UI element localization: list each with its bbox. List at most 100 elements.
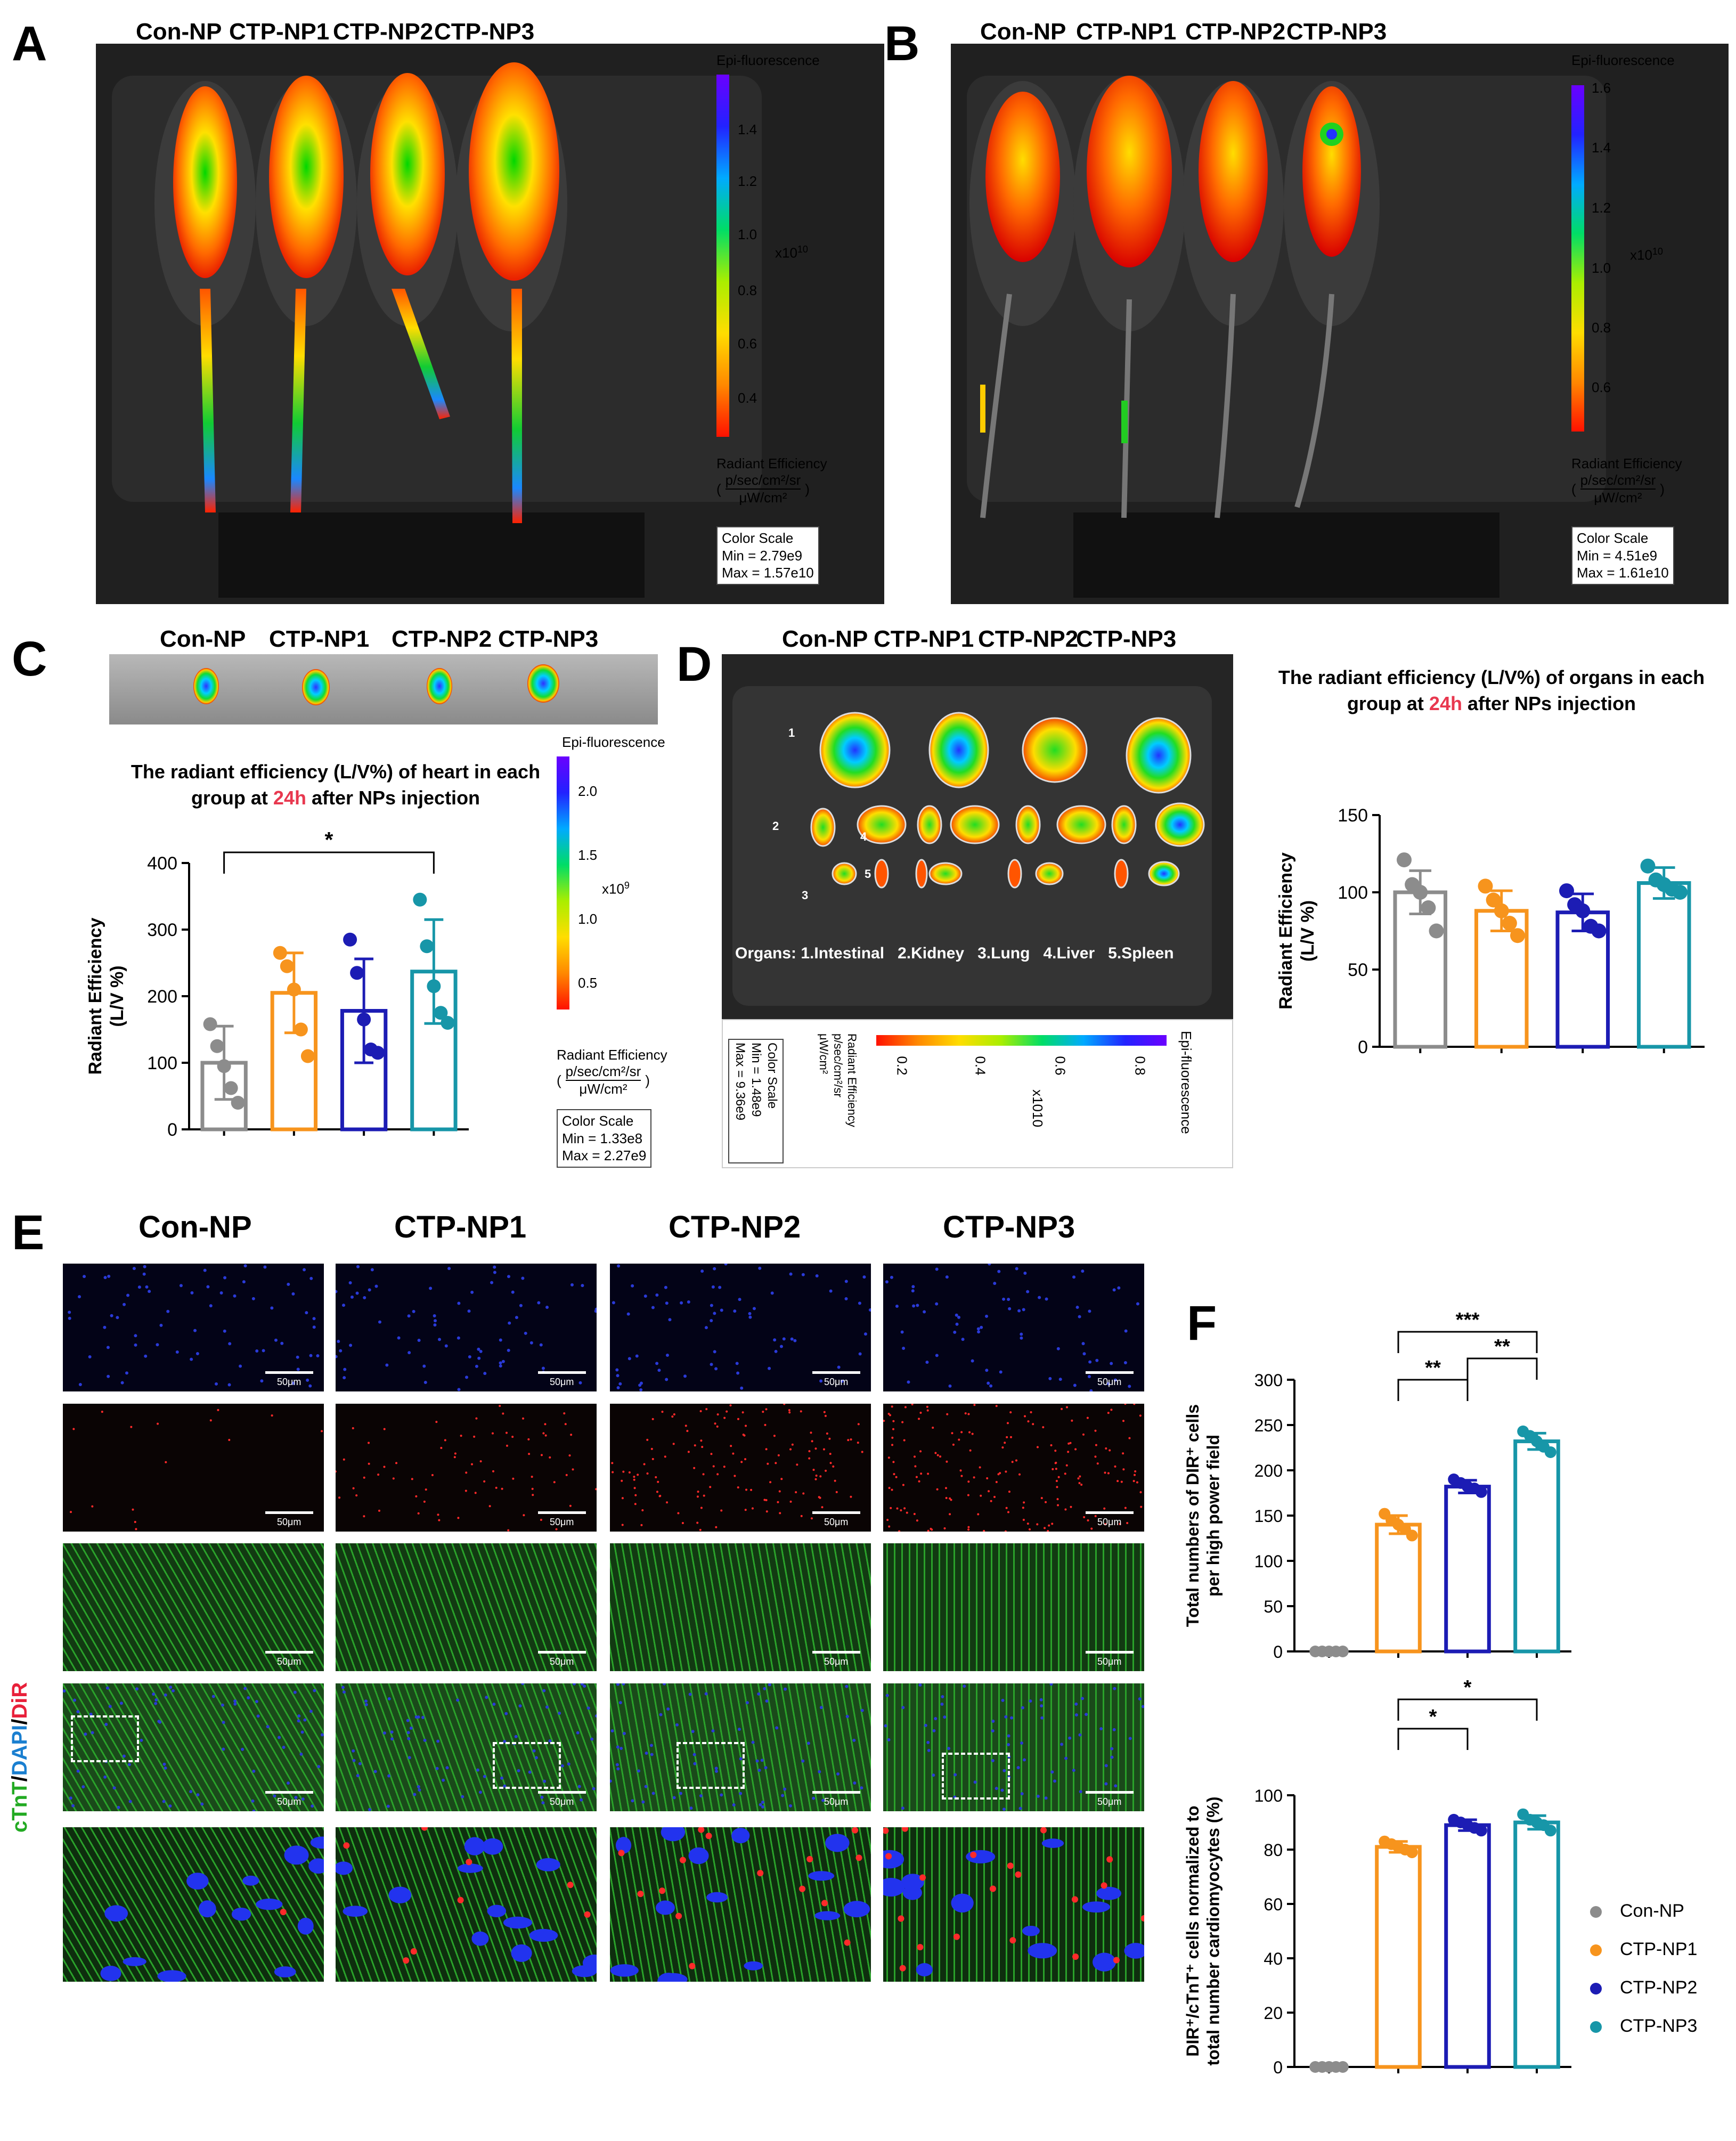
dir-signal bbox=[730, 1445, 732, 1447]
nucleus bbox=[1001, 1698, 1005, 1702]
tick: 0.4 bbox=[738, 390, 757, 406]
nucleus bbox=[692, 1753, 696, 1756]
nucleus bbox=[991, 1729, 995, 1733]
colorbar-panel-d: Color Scale Min = 1.48e9 Max = 9.36e9 Radi… bbox=[722, 1019, 1233, 1168]
nucleus bbox=[1074, 1702, 1078, 1706]
nucleus bbox=[868, 1308, 871, 1312]
nucleus bbox=[615, 1368, 619, 1372]
nucleus bbox=[740, 1386, 744, 1390]
nucleus bbox=[761, 1805, 764, 1809]
nucleus bbox=[655, 1293, 659, 1297]
nucleus bbox=[508, 1321, 511, 1325]
nucleus bbox=[1104, 1764, 1108, 1768]
nucleus bbox=[1073, 1383, 1077, 1387]
nucleus bbox=[774, 1349, 778, 1353]
significance-bracket bbox=[1466, 1357, 1538, 1380]
dir-signal bbox=[945, 1496, 948, 1499]
nucleus bbox=[665, 1353, 669, 1357]
nucleus bbox=[836, 1772, 840, 1776]
organs-legend-label: Organs: 1.Intestinal 2.Kidney 3.Lung 4.L… bbox=[735, 945, 1174, 962]
nucleus bbox=[76, 1769, 80, 1773]
nucleus bbox=[779, 1345, 783, 1348]
nucleus bbox=[745, 1701, 749, 1705]
dir-signal bbox=[743, 1434, 746, 1437]
dir-signal bbox=[1139, 1414, 1142, 1417]
dir-signal bbox=[457, 1517, 460, 1519]
dir-signal bbox=[675, 1912, 682, 1919]
nucleus bbox=[1110, 1747, 1114, 1751]
nucleus bbox=[645, 1752, 648, 1755]
micrograph-cells bbox=[68, 1264, 320, 1388]
nucleus bbox=[985, 1369, 989, 1372]
nucleus bbox=[203, 1268, 207, 1272]
nucleus bbox=[773, 1338, 777, 1342]
nucleus bbox=[423, 1738, 427, 1742]
data-point bbox=[1494, 903, 1509, 918]
nucleus bbox=[883, 1878, 905, 1897]
dir-signal bbox=[1082, 1433, 1085, 1436]
dir-signal bbox=[710, 1453, 713, 1455]
nucleus bbox=[1045, 1297, 1048, 1301]
panel-letter-c: C bbox=[12, 632, 47, 686]
dir-signal bbox=[893, 1473, 895, 1476]
nucleus bbox=[308, 1384, 312, 1388]
dir-signal bbox=[511, 1436, 514, 1438]
nucleus bbox=[282, 1746, 286, 1749]
dir-signal bbox=[775, 1462, 777, 1464]
multiplier-b: x1010 bbox=[1630, 246, 1663, 263]
nucleus bbox=[852, 1738, 856, 1742]
nucleus bbox=[923, 1310, 926, 1314]
nucleus bbox=[570, 1283, 574, 1287]
nucleus bbox=[356, 1265, 360, 1268]
dir-signal bbox=[633, 1476, 635, 1478]
nucleus bbox=[885, 1694, 889, 1697]
dir-signal bbox=[779, 1512, 781, 1515]
nucleus bbox=[761, 1801, 764, 1804]
dir-signal bbox=[751, 1507, 754, 1510]
nucleus bbox=[586, 1706, 590, 1710]
nucleus bbox=[548, 1739, 552, 1743]
nucleus bbox=[435, 1766, 439, 1770]
dir-signal bbox=[737, 1486, 739, 1489]
dir-signal bbox=[540, 1518, 542, 1521]
nucleus bbox=[1020, 1741, 1024, 1745]
dir-signal bbox=[377, 1474, 380, 1476]
nucleus bbox=[860, 1786, 863, 1790]
nucleus bbox=[991, 1720, 995, 1723]
dir-signal bbox=[995, 1405, 998, 1407]
dir-signal bbox=[765, 1448, 768, 1451]
nucleus bbox=[499, 1364, 502, 1368]
dir-signal bbox=[1027, 1420, 1030, 1423]
dir-signal bbox=[764, 1423, 767, 1426]
dir-signal bbox=[953, 1933, 960, 1940]
unit-label-c: Radiant Efficiency ( p/sec/cm²/sr μW/cm² … bbox=[557, 1047, 667, 1097]
micrograph: 50μm bbox=[883, 1264, 1144, 1391]
data-point bbox=[1396, 852, 1412, 868]
nucleus bbox=[500, 1776, 504, 1780]
nucleus bbox=[166, 1309, 170, 1313]
nucleus bbox=[819, 1379, 823, 1383]
nucleus bbox=[1096, 1886, 1122, 1900]
dir-signal bbox=[903, 1439, 906, 1442]
nucleus bbox=[388, 1886, 412, 1903]
nucleus bbox=[711, 1285, 715, 1289]
dir-signal bbox=[920, 1472, 923, 1475]
nucleus bbox=[581, 1284, 584, 1288]
nucleus bbox=[164, 1766, 167, 1770]
dir-signal bbox=[901, 1421, 904, 1423]
nucleus bbox=[1072, 1769, 1075, 1772]
nucleus bbox=[790, 1337, 794, 1341]
nucleus bbox=[665, 1378, 669, 1381]
dir-signal bbox=[1009, 1436, 1012, 1438]
dir-signal bbox=[914, 1455, 916, 1458]
nucleus bbox=[1049, 1683, 1053, 1686]
nucleus bbox=[1007, 1743, 1010, 1747]
dir-signal bbox=[1044, 1527, 1046, 1529]
legend-marker bbox=[1590, 1906, 1602, 1918]
dir-signal bbox=[822, 1448, 825, 1451]
scale-bar bbox=[265, 1511, 313, 1514]
nucleus bbox=[1081, 1342, 1085, 1346]
dir-signal bbox=[664, 1455, 666, 1458]
scale-bar bbox=[538, 1791, 586, 1794]
nucleus bbox=[626, 1312, 630, 1316]
